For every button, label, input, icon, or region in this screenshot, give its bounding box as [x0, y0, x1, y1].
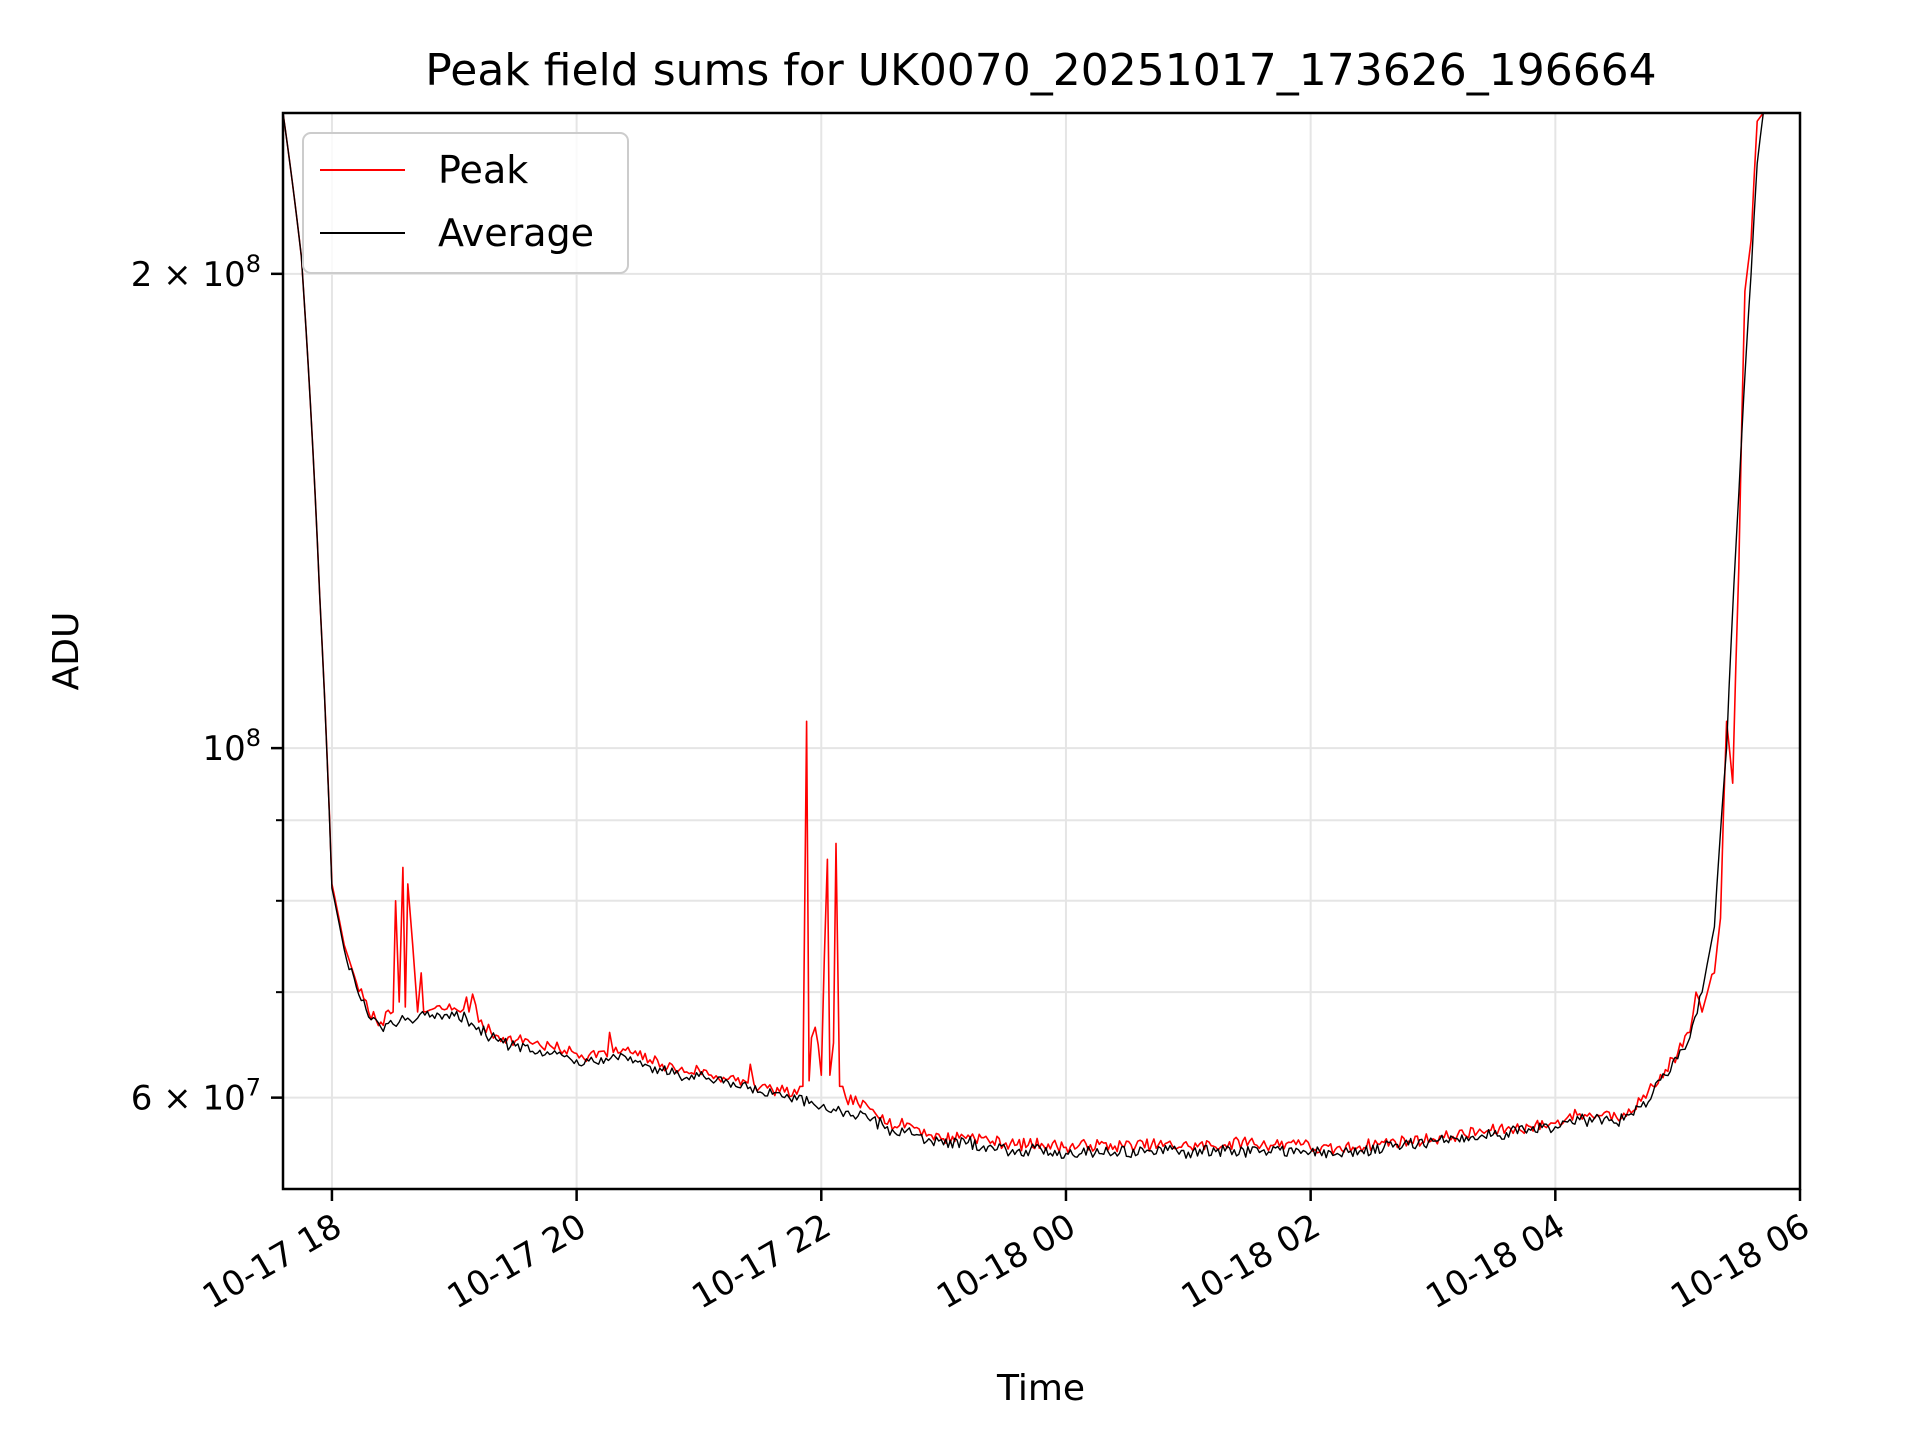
x-tick-label: 10-17 22: [685, 1206, 837, 1317]
x-tick-label: 10-18 00: [930, 1206, 1082, 1317]
series-line-average: [283, 113, 1800, 1159]
series-layer: [283, 113, 1800, 1159]
legend-label-average: Average: [438, 211, 594, 255]
x-tick-label: 10-18 02: [1175, 1206, 1327, 1317]
y-axis-label: ADU: [46, 612, 87, 691]
y-tick-exponent: 8: [246, 250, 261, 278]
plot-frame: [281, 111, 1802, 1191]
x-axis-ticks: 10-17 18 10-17 20 10-17 22 10-18 00 10-18 02…: [196, 1189, 1817, 1317]
y-tick-exponent: 8: [246, 724, 261, 752]
legend-label-peak: Peak: [438, 148, 528, 192]
y-tick-label: 2 × 108: [131, 250, 261, 295]
y-tick-exponent: 7: [246, 1074, 261, 1102]
chart-title: Peak field sums for UK0070_20251017_1736…: [425, 45, 1656, 96]
y-axis-ticks: 6 × 107 108 2 × 108: [131, 250, 283, 1119]
y-tick-label: 6 × 107: [131, 1074, 261, 1119]
x-tick-label: 10-17 20: [441, 1206, 593, 1317]
legend: Peak Average: [302, 132, 629, 274]
x-tick-label: 10-18 04: [1419, 1206, 1571, 1317]
y-tick-mantissa: 2: [131, 255, 153, 295]
x-tick-label: 10-17 18: [196, 1206, 348, 1317]
y-tick-label: 108: [202, 724, 261, 769]
x-tick-label: 10-18 06: [1664, 1206, 1816, 1317]
y-tick-mantissa: 6: [131, 1079, 153, 1119]
legend-box: [302, 132, 629, 274]
x-axis-label: Time: [996, 1368, 1085, 1409]
grid: [283, 113, 1801, 1189]
